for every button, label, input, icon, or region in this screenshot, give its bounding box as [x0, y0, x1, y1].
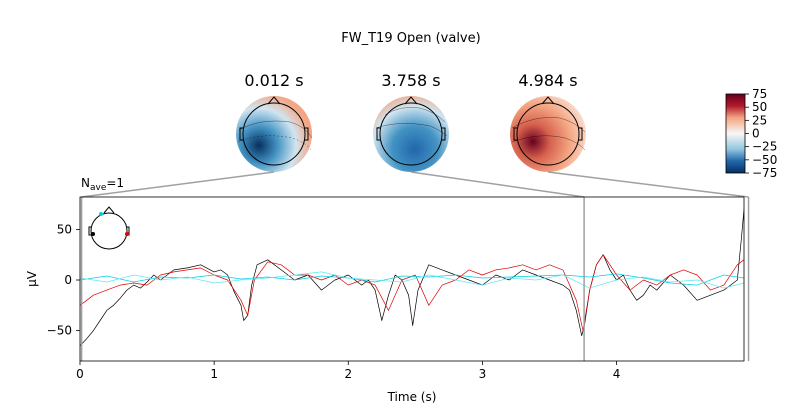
butterfly-plot: 0 1 2 3 4 −50 0 50 Time (s) µV: [25, 196, 750, 404]
y-tick-label-3: 50: [57, 222, 72, 236]
colorbar-tick-label-6: −50: [752, 153, 777, 167]
x-tick-label-5: 4: [613, 367, 621, 381]
connector-2: [410, 171, 585, 198]
x-tick-label-1: 0: [76, 367, 84, 381]
x-tick-label-3: 2: [344, 367, 352, 381]
y-axis-label: µV: [25, 270, 39, 287]
sensor-dot-3: [125, 232, 129, 236]
colorbar-tick-label-2: 50: [752, 100, 767, 114]
topomap-3: 4.984 s: [510, 71, 586, 172]
topomap-connectors: [81, 171, 749, 198]
colorbar-gradient: [725, 93, 746, 174]
sensor-inset: [88, 206, 130, 250]
topomap-3-time: 4.984 s: [518, 71, 577, 90]
y-tick-label-2: 0: [64, 273, 72, 287]
y-tick-label-1: −50: [47, 324, 72, 338]
colorbar-tick-label-3: 25: [752, 113, 767, 127]
topomap-2: 3.758 s: [373, 71, 449, 172]
x-axis-label: Time (s): [387, 390, 437, 404]
topomap-2-head: [373, 96, 449, 172]
topomap-1-time: 0.012 s: [244, 71, 303, 90]
topomap-3-head: [510, 96, 586, 172]
colorbar-tick-label-7: −75: [752, 166, 777, 180]
colorbar-tick-label-5: −25: [752, 140, 777, 154]
topomap-2-time: 3.758 s: [381, 71, 440, 90]
sensor-dot-2: [91, 232, 95, 236]
connector-1: [81, 171, 275, 198]
colorbar-tick-label-1: 75: [752, 87, 767, 101]
x-tick-label-2: 1: [210, 367, 218, 381]
topomap-1: 0.012 s: [236, 71, 313, 172]
connector-3: [547, 171, 749, 198]
nave-label: Nave=1: [81, 176, 124, 193]
x-tick-label-4: 3: [479, 367, 487, 381]
series-line-4: [80, 271, 744, 289]
figure-title: FW_T19 Open (valve): [341, 31, 480, 46]
colorbar-tick-label-4: 0: [752, 127, 760, 141]
series-line-2: [80, 254, 744, 331]
sensor-dot-1: [99, 212, 103, 216]
plot-frame: [79, 196, 745, 362]
topomap-1-head: [236, 96, 312, 172]
